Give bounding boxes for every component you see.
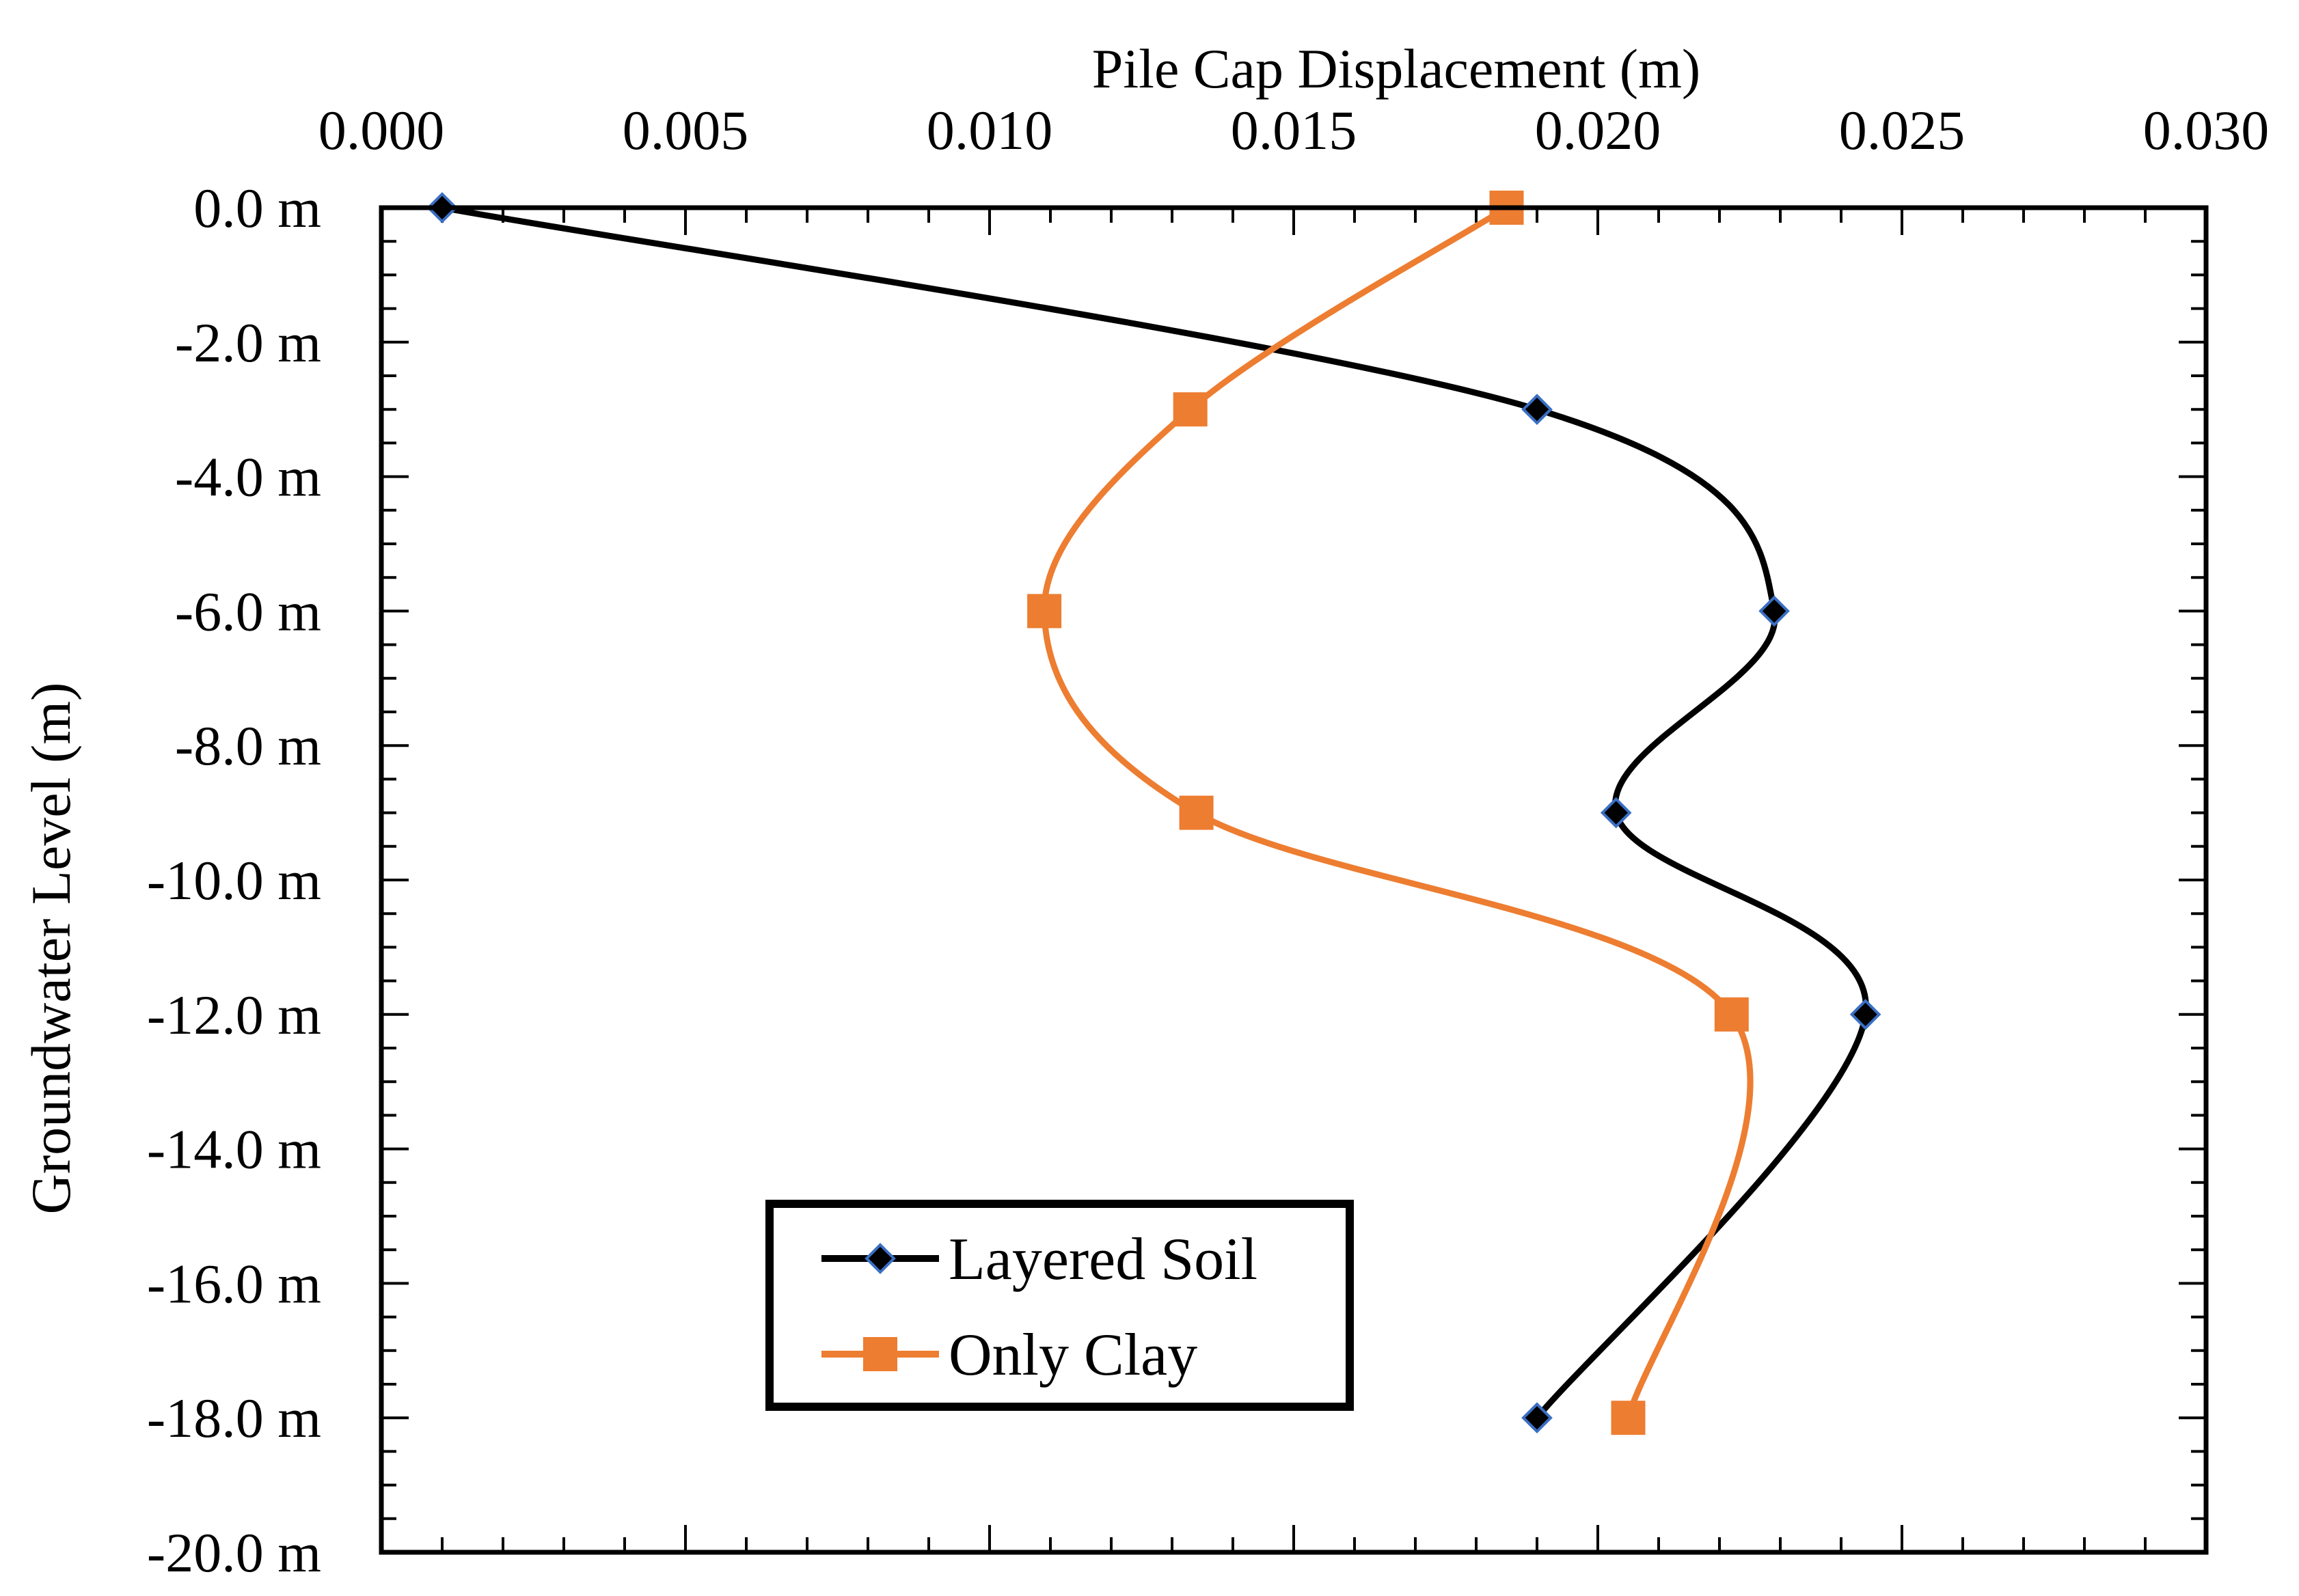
y-tick-label: -16.0 m [147,1252,321,1315]
series-layer [426,191,1881,1435]
x-tick-label: 0.030 [2143,99,2270,161]
labels-layer: 0.0 m -2.0 m -4.0 m -6.0 m -8.0 m -10.0 m -12.… [147,99,2269,1584]
x-tick-label: 0.015 [1231,99,1357,161]
x-tick-label: 0.005 [623,99,749,161]
y-tick-label: -18.0 m [147,1387,321,1449]
x-tick-label: 0.000 [318,99,445,161]
legend: Layered Soil Only Clay [765,1200,1354,1411]
legend-label-layered-soil: Layered Soil [949,1226,1257,1293]
series-line-layered-soil [439,204,1869,1421]
data-point-layered-soil [1758,595,1790,627]
data-point-only-clay [1179,795,1214,830]
data-point-only-clay [1027,594,1062,629]
legend-box [765,1200,1354,1411]
y-tick-label: -8.0 m [175,715,321,777]
y-tick-label: -10.0 m [147,849,321,911]
y-tick-label: -14.0 m [147,1118,321,1181]
y-tick-label: -4.0 m [175,446,321,508]
series-only-clay [1027,191,1754,1435]
y-tick-label: -20.0 m [147,1522,321,1584]
data-point-layered-soil [1600,797,1632,829]
data-point-layered-soil [1521,1402,1553,1434]
series-layered-soil [426,192,1881,1434]
series-line-only-clay [1041,204,1754,1421]
y-tick-label: -6.0 m [175,580,321,642]
y-axis-title: Groundwater Level (m) [20,683,82,1215]
legend-label-only-clay: Only Clay [949,1322,1197,1388]
data-point-layered-soil [1849,998,1881,1030]
y-tick-label: -2.0 m [175,312,321,374]
data-point-only-clay [1173,392,1208,427]
data-point-only-clay [1714,997,1749,1032]
y-tick-label: -12.0 m [147,984,321,1046]
legend-marker-layered-soil [865,1243,896,1274]
x-tick-label: 0.020 [1535,99,1661,161]
data-point-layered-soil [1521,394,1553,426]
x-axis-title: Pile Cap Displacement (m) [1092,38,1700,100]
legend-marker-only-clay [863,1337,897,1371]
x-tick-label: 0.010 [927,99,1053,161]
x-tick-label: 0.025 [1839,99,1965,161]
plot-frame [379,205,2209,1555]
data-point-only-clay [1611,1401,1646,1435]
y-tick-label: 0.0 m [193,177,321,239]
